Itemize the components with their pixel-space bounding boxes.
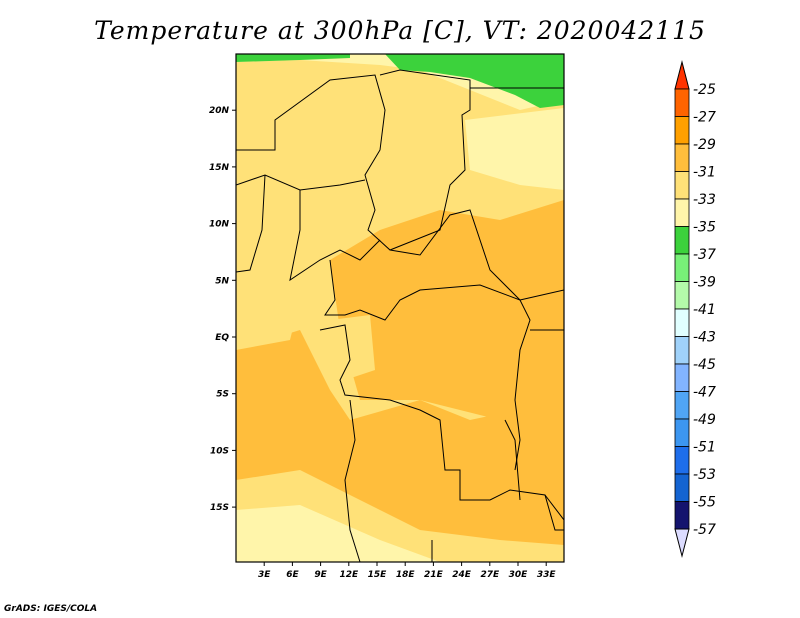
colorbar-swatch [674,473,690,502]
colorbar-swatch [674,336,690,365]
map-frame [235,53,565,563]
colorbar-swatch [674,226,690,255]
colorbar-label: -43 [693,330,716,346]
colorbar-label: -41 [693,302,716,318]
lon-label: 33E [537,570,557,580]
colorbar-swatch [674,281,690,310]
lat-label: EQ [215,333,229,343]
fill-31-33-gabon [236,265,300,350]
fill-35-37-ne [385,54,564,108]
axes: 20N 15N 10N 5N EQ 5S 10S 15S 3E 6E 9E 12E 15E 18E 21E 2… [209,106,556,580]
lon-label: 24E [452,570,472,580]
lat-label: 20N [209,106,230,116]
lat-label: 15S [210,503,229,513]
colorbar-swatch [674,391,690,420]
lat-label: 15N [209,163,230,173]
colorbar-label: -25 [693,82,716,98]
lon-label: 30E [509,570,529,580]
colorbar-swatch [674,308,690,337]
colorbar-label: -55 [693,495,716,511]
colorbar-label: -37 [693,247,716,263]
colorbar-label: -49 [693,412,716,428]
colorbar-swatch [674,88,690,117]
colorbar-swatch [674,116,690,145]
colorbar: -25 -27 -29 -31 -33 -35 -37 -39 -41 -43 -45 -47 -49 -… [674,60,716,558]
colorbar-label: -57 [693,522,716,538]
country-borders [236,69,564,562]
colorbar-label: -29 [693,137,716,153]
colorbar-label: -53 [693,467,716,483]
map-title: Temperature at 300hPa [C], VT: 202004211… [94,16,706,45]
colorbar-swatch [674,418,690,447]
lon-label: 27E [480,570,500,580]
lat-label: 10S [210,446,229,456]
colorbar-swatch [674,363,690,392]
lon-label: 18E [396,570,416,580]
lon-label: 3E [258,570,271,580]
colorbar-swatch [674,501,690,530]
fill-35-37-nw [236,54,350,62]
colorbar-swatch [674,143,690,172]
fill-29-31-central [330,200,564,420]
footer-credit: GrADS: IGES/COLA [4,604,98,614]
lon-label: 6E [286,570,299,580]
fill-29-31-east [540,390,564,480]
colorbar-swatch [674,171,690,200]
colorbar-bottom-arrow [674,528,690,558]
fill-31-33-congo [330,315,375,380]
lat-label: 10N [209,220,230,230]
colorbar-label: -51 [693,440,716,456]
lon-label: 9E [314,570,327,580]
lat-label: 5N [215,276,229,286]
colorbar-swatch [674,446,690,475]
colorbar-top-arrow [674,60,690,90]
colorbar-swatch [674,198,690,227]
lon-label: 21E [424,570,444,580]
colorbar-label: -33 [693,192,716,208]
lon-label: 15E [368,570,388,580]
colorbar-label: -45 [693,357,716,373]
fill-33-35-sudan [465,108,564,190]
lat-label: 5S [216,390,229,400]
colorbar-swatch [674,253,690,282]
colorbar-label: -31 [693,165,716,181]
contour-fill [236,54,564,562]
colorbar-label: -27 [693,110,716,126]
lon-label: 12E [339,570,359,580]
colorbar-label: -39 [693,275,716,291]
fill-33-35-south [236,505,440,562]
colorbar-label: -35 [693,220,716,236]
colorbar-label: -47 [693,385,716,401]
